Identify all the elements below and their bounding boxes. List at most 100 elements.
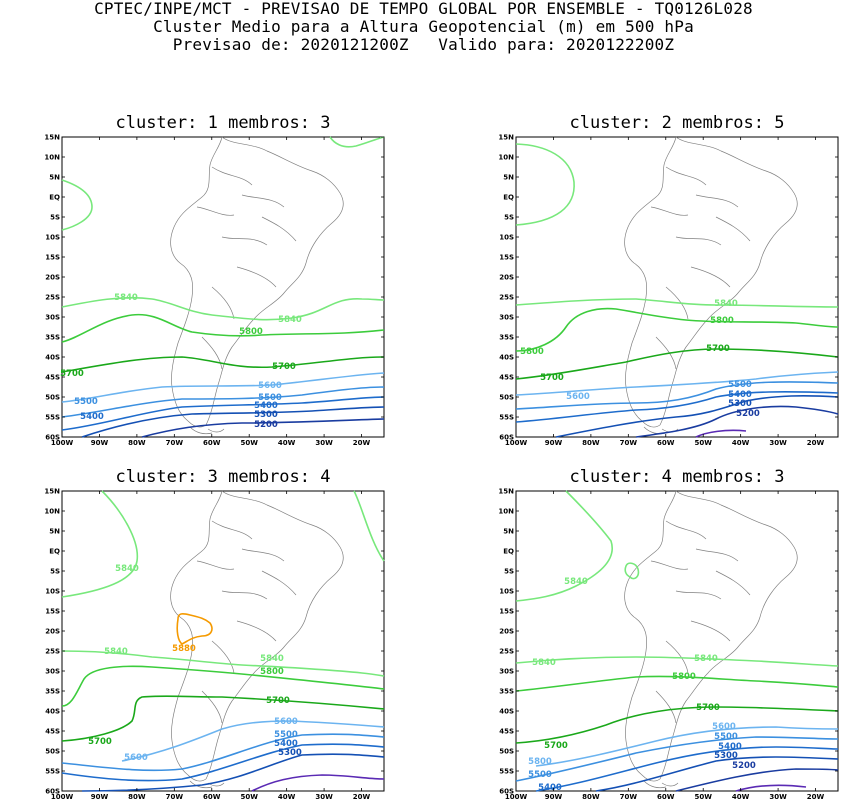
contour-label: 5500 — [74, 397, 98, 407]
lat-tick-label: 20S — [45, 628, 60, 636]
coastline — [643, 780, 679, 789]
lat-tick-label: 30S — [499, 314, 514, 322]
contour-label: 5200 — [736, 409, 760, 419]
header-title-line2: Cluster Medio para a Altura Geopotencial… — [153, 17, 694, 36]
contour-5840 — [624, 562, 640, 580]
lat-tick-label: 55S — [45, 768, 60, 776]
contour-5880 — [176, 613, 213, 645]
lat-tick-label: EQ — [503, 548, 514, 556]
lat-tick-label: 10S — [45, 588, 60, 596]
lon-tick-label: 50W — [694, 793, 712, 801]
lat-tick-label: 50S — [499, 394, 514, 402]
coastline — [655, 520, 739, 724]
contour-label: 5800 — [239, 327, 263, 337]
contour-5400 — [61, 396, 385, 431]
coastline — [659, 490, 798, 780]
lat-tick-label: 15N — [44, 134, 60, 142]
lat-tick-label: 30S — [45, 314, 60, 322]
contour-label: 5300 — [714, 751, 738, 761]
lon-tick-label: 80W — [128, 793, 146, 801]
contour-label: 5500 — [258, 393, 282, 403]
contour-5840 — [515, 143, 575, 226]
contour-label: 5400 — [274, 739, 298, 749]
coastline — [205, 136, 344, 426]
contour-label: 5600 — [124, 753, 148, 763]
lat-tick-label: 15S — [499, 608, 514, 616]
contour-5500 — [61, 386, 385, 418]
header-title-line3: Previsao de: 2020121200Z Valido para: 20… — [172, 35, 675, 54]
lat-tick-label: 60S — [45, 788, 60, 796]
contour-label: 5800 — [520, 347, 544, 357]
lon-tick-label: 100W — [51, 793, 74, 801]
coastline — [205, 490, 344, 780]
lon-tick-label: 80W — [582, 793, 600, 801]
contour-label: 5700 — [60, 369, 84, 379]
contour-5200 — [141, 418, 385, 438]
coastline — [196, 560, 297, 596]
lat-tick-label: 55S — [499, 414, 514, 422]
lon-tick-label: 90W — [545, 793, 563, 801]
contour-5600 — [121, 720, 385, 762]
contour-label: 5840 — [714, 299, 738, 309]
contour-label: 5800 — [528, 757, 552, 767]
contour-label: 5840 — [114, 293, 138, 303]
contour-5400 — [535, 746, 839, 792]
contour-5500 — [515, 736, 839, 782]
contour-5600 — [515, 371, 839, 396]
contour-5840 — [515, 490, 613, 602]
lat-tick-label: EQ — [49, 548, 60, 556]
lon-tick-label: 70W — [620, 439, 638, 447]
contour-label: 5400 — [254, 401, 278, 411]
contour-5700 — [515, 706, 839, 744]
lat-tick-label: 15S — [45, 254, 60, 262]
map-frame — [515, 490, 839, 792]
contour-5300 — [595, 756, 839, 792]
lat-tick-label: 50S — [499, 748, 514, 756]
lat-tick-label: 40S — [499, 354, 514, 362]
lon-tick-label: 20W — [353, 793, 371, 801]
coastline — [650, 560, 751, 596]
contour-label: 5700 — [266, 696, 290, 706]
contour-label: 5400 — [80, 412, 104, 422]
contour-5840 — [515, 656, 839, 667]
panel-title: cluster: 2 membros: 5 — [569, 113, 785, 133]
lat-tick-label: 10N — [44, 508, 60, 516]
lat-tick-label: 5N — [49, 174, 60, 182]
coastline — [196, 206, 297, 242]
lat-tick-label: 60S — [499, 434, 514, 442]
lat-tick-label: 20S — [45, 274, 60, 282]
lat-tick-label: 55S — [45, 414, 60, 422]
contour-label: 5600 — [258, 381, 282, 391]
lon-tick-label: 30W — [315, 793, 333, 801]
lon-tick-label: 60W — [203, 793, 221, 801]
coastline — [655, 166, 739, 370]
lat-tick-label: 45S — [45, 374, 60, 382]
contour-5840 — [61, 296, 385, 321]
panel-title: cluster: 1 membros: 3 — [115, 113, 331, 133]
lon-tick-label: 60W — [657, 439, 675, 447]
lat-tick-label: 35S — [499, 334, 514, 342]
contour-label: 5300 — [254, 410, 278, 420]
map-frame — [515, 136, 839, 438]
lon-tick-label: 20W — [807, 793, 825, 801]
lat-tick-label: 15S — [499, 254, 514, 262]
contour-5800 — [61, 313, 385, 343]
lat-tick-label: 40S — [45, 708, 60, 716]
lon-tick-label: 50W — [240, 793, 258, 801]
lat-tick-label: 10S — [499, 234, 514, 242]
coastline — [650, 206, 751, 242]
lat-tick-label: 10S — [45, 234, 60, 242]
lat-tick-label: 5N — [503, 528, 514, 536]
lat-tick-label: 5S — [50, 568, 60, 576]
lon-tick-label: 90W — [91, 793, 109, 801]
lat-tick-label: 15N — [498, 134, 514, 142]
lat-tick-label: EQ — [503, 194, 514, 202]
lat-tick-label: 15N — [498, 488, 514, 496]
contour-5840 — [61, 490, 139, 598]
contour-label: 5500 — [528, 770, 552, 780]
contour-label: 5700 — [540, 373, 564, 383]
lat-tick-label: 40S — [45, 354, 60, 362]
lon-tick-label: 100W — [505, 439, 528, 447]
contour-5700 — [515, 348, 839, 380]
contour-5800 — [61, 665, 385, 707]
